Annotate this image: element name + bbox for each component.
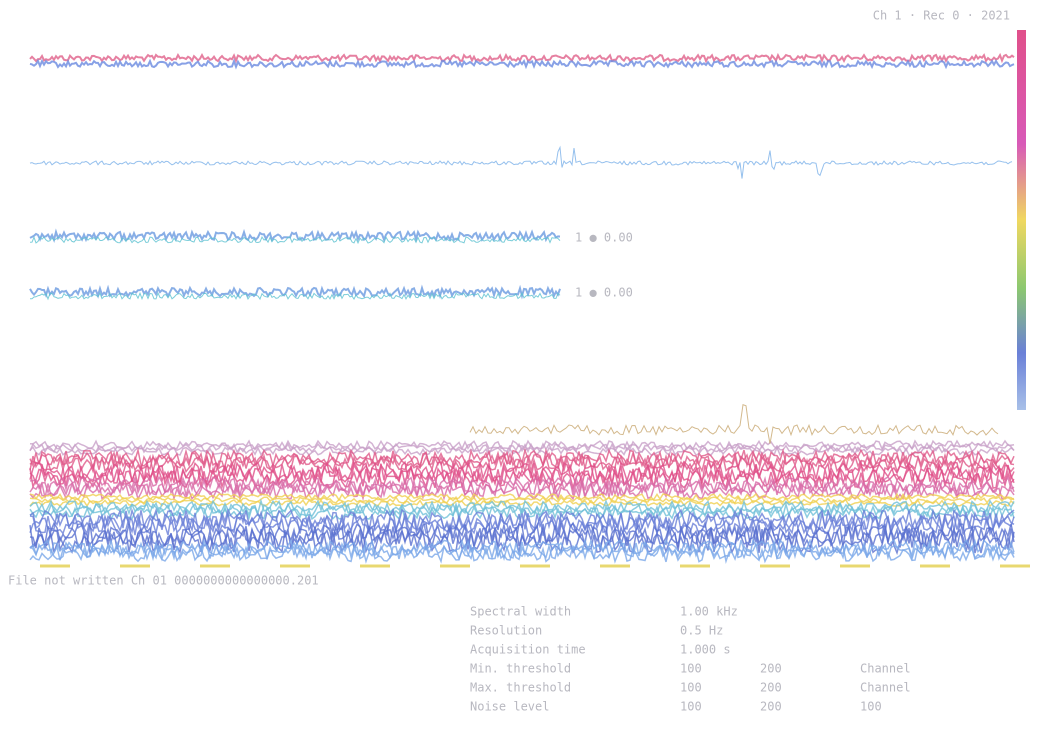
trace-label: 1 ● 0.00 bbox=[575, 286, 633, 300]
info-cell: Noise level bbox=[470, 700, 549, 714]
info-cell: 100 bbox=[680, 662, 702, 676]
signal-trace bbox=[30, 61, 1014, 67]
signal-trace bbox=[30, 148, 1012, 179]
info-cell: Channel bbox=[860, 662, 911, 676]
info-cell: Acquisition time bbox=[470, 643, 586, 657]
traces bbox=[30, 55, 1030, 566]
info-cell: 200 bbox=[760, 681, 782, 695]
info-cell: 100 bbox=[680, 700, 702, 714]
info-cell: 100 bbox=[860, 700, 882, 714]
info-cell: 0.5 Hz bbox=[680, 624, 723, 638]
signal-trace bbox=[30, 55, 1014, 61]
info-cell: Channel bbox=[860, 681, 911, 695]
info-cell: 200 bbox=[760, 662, 782, 676]
info-cell: 1.000 s bbox=[680, 643, 731, 657]
info-cell: Min. threshold bbox=[470, 662, 571, 676]
header-title: Ch 1 · Rec 0 · 2021 bbox=[873, 9, 1010, 23]
info-cell: 1.00 kHz bbox=[680, 605, 738, 619]
info-cell: Max. threshold bbox=[470, 681, 571, 695]
signal-trace bbox=[470, 405, 998, 444]
trace-label: 1 ● 0.00 bbox=[575, 231, 633, 245]
status-text: File not written Ch 01 0000000000000000.… bbox=[8, 574, 319, 588]
info-cell: 100 bbox=[680, 681, 702, 695]
info-cell: Resolution bbox=[470, 624, 542, 638]
screen: Ch 1 · Rec 0 · 2021 1 ● 0.00 1 ● 0.00 Fi… bbox=[0, 0, 1041, 731]
info-table: Spectral width 1.00 kHz Resolution 0.5 Hz Ac… bbox=[470, 605, 911, 714]
info-cell: 200 bbox=[760, 700, 782, 714]
color-bar bbox=[1017, 30, 1026, 410]
info-cell: Spectral width bbox=[470, 605, 571, 619]
